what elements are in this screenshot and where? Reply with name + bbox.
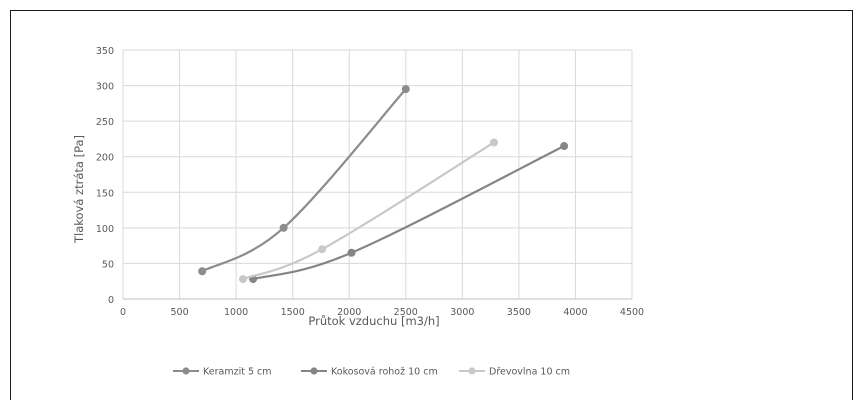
x-tick-label: 3500 (507, 307, 531, 318)
y-tick-label: 300 (96, 82, 114, 93)
x-tick-label: 500 (170, 307, 188, 318)
x-axis-label: Průtok vzduchu [m3/h] (308, 314, 439, 328)
chart-frame: 0 50 100 150 200 250 300 350 0 500 1000 1500 2000 25… (10, 10, 853, 400)
data-point (560, 142, 569, 151)
data-point (401, 85, 410, 94)
x-tick-label: 2000 (337, 307, 361, 318)
data-point (490, 138, 499, 147)
series-line (201, 88, 407, 273)
y-tick-label: 50 (102, 259, 114, 270)
y-tick-label: 150 (96, 188, 114, 199)
legend-item-2: Kokosová rohož 10 cm (301, 367, 438, 378)
data-point (347, 248, 356, 257)
x-tick-label: 4000 (563, 307, 587, 318)
y-axis-label: Tlaková ztráta [Pa] (72, 135, 86, 244)
x-tick-labels: 0 500 1000 1500 2000 2500 3000 3500 4000 4500 (120, 307, 644, 318)
legend-marker (182, 367, 190, 375)
legend-marker (310, 367, 318, 375)
data-point (279, 223, 288, 232)
data-point (238, 275, 247, 284)
legend-item-1: Keramzit 5 cm (173, 367, 272, 378)
y-tick-label: 350 (96, 46, 114, 57)
x-tick-label: 0 (120, 307, 126, 318)
y-tick-label: 0 (108, 295, 114, 306)
legend-item-3: Dřevovlna 10 cm (459, 367, 570, 378)
y-tick-labels: 0 50 100 150 200 250 300 350 (96, 46, 114, 306)
y-tick-label: 200 (96, 153, 114, 164)
series-group (198, 85, 569, 284)
legend: Keramzit 5 cm Kokosová rohož 10 cm Dřevovl… (173, 367, 570, 378)
x-tick-label: 3000 (450, 307, 474, 318)
legend-marker (468, 367, 476, 375)
legend-label: Kokosová rohož 10 cm (331, 367, 438, 378)
x-tick-label: 4500 (620, 307, 644, 318)
line-chart: 0 50 100 150 200 250 300 350 0 500 1000 1500 2000 25… (72, 46, 644, 378)
legend-label: Dřevovlna 10 cm (489, 367, 570, 378)
x-tick-label: 2500 (394, 307, 418, 318)
series-line (252, 145, 565, 281)
x-tick-label: 1500 (281, 307, 305, 318)
y-tick-label: 100 (96, 224, 114, 235)
series-line (242, 141, 495, 281)
data-point (198, 267, 207, 276)
y-tick-label: 250 (96, 117, 114, 128)
legend-label: Keramzit 5 cm (203, 367, 272, 378)
series-3 (238, 138, 499, 284)
grid (122, 49, 633, 300)
data-point (318, 245, 327, 254)
series-1 (198, 85, 410, 276)
x-tick-label: 1000 (224, 307, 248, 318)
